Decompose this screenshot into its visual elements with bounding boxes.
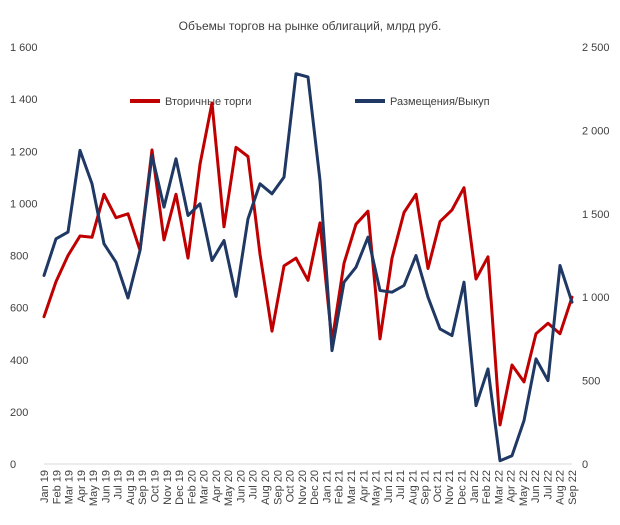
x-tick-label: Apr 22 xyxy=(506,470,518,502)
x-tick-label: Dec 20 xyxy=(309,470,321,505)
y-left-tick-label: 600 xyxy=(10,303,28,315)
legend-label-placements: Размещения/Выкуп xyxy=(390,96,490,108)
y-axis-right-ticks: 0 500 1 000 1 500 2 000 2 500 xyxy=(582,42,610,471)
x-tick-label: Feb 19 xyxy=(51,470,63,504)
x-tick-label: Mar 21 xyxy=(346,470,358,504)
x-tick-label: Jun 19 xyxy=(100,470,112,503)
x-tick-label: Dec 21 xyxy=(456,470,468,505)
y-left-tick-label: 1 600 xyxy=(10,42,38,54)
y-left-tick-label: 400 xyxy=(10,355,28,367)
x-tick-label: Jun 21 xyxy=(383,470,395,503)
x-tick-label: May 21 xyxy=(371,470,383,506)
x-tick-label: Jul 19 xyxy=(113,470,125,499)
x-tick-label: May 19 xyxy=(88,470,100,506)
y-left-tick-label: 1 200 xyxy=(10,146,38,158)
x-tick-label: Jan 22 xyxy=(469,470,481,503)
x-tick-label: Jul 20 xyxy=(248,470,260,499)
y-right-tick-label: 2 000 xyxy=(582,125,610,137)
x-tick-label: Apr 19 xyxy=(76,470,88,502)
y-right-tick-label: 500 xyxy=(582,376,600,388)
legend-label-secondary: Вторичные торги xyxy=(165,96,251,108)
x-tick-label: Aug 20 xyxy=(260,470,272,505)
y-left-tick-label: 0 xyxy=(10,459,16,471)
x-tick-label: Oct 21 xyxy=(432,470,444,502)
series-line-placements xyxy=(42,72,574,463)
x-tick-label: Dec 19 xyxy=(174,470,186,505)
x-tick-label: Sep 22 xyxy=(567,470,579,505)
x-tick-label: May 20 xyxy=(223,470,235,506)
y-right-tick-label: 1 000 xyxy=(582,292,610,304)
x-tick-label: Jun 22 xyxy=(530,470,542,503)
x-tick-label: Aug 21 xyxy=(407,470,419,505)
x-tick-label: Mar 22 xyxy=(493,470,505,504)
x-axis-ticks: Jan 19 Feb 19 Mar 19 Apr 19 May 19 Jun 19 Jul … xyxy=(39,470,579,506)
y-right-tick-label: 0 xyxy=(582,459,588,471)
x-tick-label: Mar 20 xyxy=(199,470,211,504)
x-tick-label: Nov 21 xyxy=(444,470,456,505)
y-left-tick-label: 800 xyxy=(10,251,28,263)
y-right-tick-label: 1 500 xyxy=(582,209,610,221)
x-tick-label: Feb 22 xyxy=(481,470,493,504)
x-tick-label: Feb 20 xyxy=(186,470,198,504)
x-tick-label: Apr 20 xyxy=(211,470,223,502)
y-axis-left-ticks: 0 200 400 600 800 1 000 1 200 1 400 1 600 xyxy=(10,42,38,471)
x-tick-label: Jun 20 xyxy=(235,470,247,503)
legend: Вторичные торги Размещения/Выкуп xyxy=(130,96,490,108)
x-tick-label: Oct 20 xyxy=(285,470,297,502)
x-tick-label: Sep 21 xyxy=(420,470,432,505)
x-tick-label: Nov 19 xyxy=(162,470,174,505)
y-right-tick-label: 2 500 xyxy=(582,42,610,54)
x-tick-label: Jul 22 xyxy=(542,470,554,499)
y-left-tick-label: 1 000 xyxy=(10,198,38,210)
x-tick-label: Aug 22 xyxy=(555,470,567,505)
chart-title: Объемы торгов на рынке облигаций, млрд р… xyxy=(179,19,442,33)
x-tick-label: Jul 21 xyxy=(395,470,407,499)
x-tick-label: May 22 xyxy=(518,470,530,506)
x-tick-label: Jan 21 xyxy=(321,470,333,503)
x-tick-label: Sep 19 xyxy=(137,470,149,505)
x-tick-label: Apr 21 xyxy=(358,470,370,502)
series-layer xyxy=(42,72,574,463)
y-left-tick-label: 200 xyxy=(10,407,28,419)
x-tick-label: Jan 19 xyxy=(39,470,51,503)
y-left-tick-label: 1 400 xyxy=(10,94,38,106)
x-tick-label: Sep 20 xyxy=(272,470,284,505)
x-tick-label: Aug 19 xyxy=(125,470,137,505)
x-tick-label: Oct 19 xyxy=(150,470,162,502)
series-line-secondary-trading xyxy=(42,101,574,427)
x-tick-label: Mar 19 xyxy=(64,470,76,504)
x-tick-label: Feb 21 xyxy=(334,470,346,504)
x-tick-label: Nov 20 xyxy=(297,470,309,505)
